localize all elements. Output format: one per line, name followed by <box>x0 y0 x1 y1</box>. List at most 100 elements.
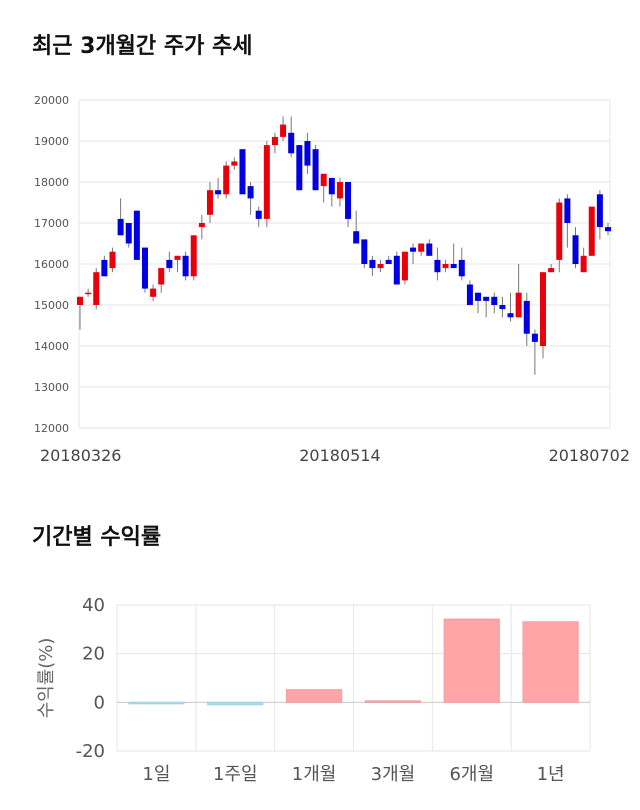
candle <box>182 251 189 281</box>
candle-body <box>328 177 335 195</box>
candle <box>442 259 449 273</box>
candle-body <box>280 124 287 137</box>
candle <box>499 296 506 318</box>
candle-body <box>605 227 611 232</box>
y-tick-label: 40 <box>82 595 105 616</box>
candle <box>426 239 433 256</box>
return-bar <box>364 700 422 703</box>
candle-body <box>150 288 157 297</box>
candle-body <box>206 190 213 215</box>
y-axis-label: 수익률(%) <box>36 638 57 719</box>
candle-body <box>223 165 230 195</box>
candle <box>507 292 514 322</box>
returns-title: 기간별 수익률 <box>32 525 162 550</box>
candle-body <box>255 210 262 219</box>
candle <box>458 247 465 281</box>
y-tick-label: 15000 <box>34 299 69 312</box>
candle <box>515 264 522 318</box>
candle-body <box>588 206 595 256</box>
candle <box>174 255 181 273</box>
candle-body <box>158 268 165 285</box>
candle-body <box>182 255 189 277</box>
candle-body <box>117 218 124 236</box>
candle <box>125 223 132 248</box>
candle <box>93 268 100 310</box>
y-tick-label: 18000 <box>34 176 69 189</box>
candle <box>369 255 376 277</box>
candle <box>605 223 611 236</box>
candle-body <box>93 272 100 305</box>
candle <box>198 214 205 240</box>
candle-body <box>296 145 303 191</box>
x-tick-label: 1년 <box>537 764 565 785</box>
x-tick-label: 20180514 <box>299 446 380 465</box>
candle <box>320 173 327 203</box>
candle-body <box>434 259 441 273</box>
candle-body <box>499 305 506 310</box>
candle-body <box>596 194 603 228</box>
candle <box>556 198 563 273</box>
candle-body <box>166 259 173 269</box>
candle-body <box>466 284 473 305</box>
y-tick-label: 16000 <box>34 258 69 271</box>
candle <box>312 145 319 191</box>
return-bar <box>443 618 500 703</box>
candle <box>247 182 254 215</box>
y-tick-label: 17000 <box>34 217 69 230</box>
x-tick-label: 1개월 <box>292 764 337 785</box>
candle-body <box>231 161 238 166</box>
candle-body <box>247 186 254 199</box>
candle <box>133 210 140 260</box>
candle <box>190 235 197 281</box>
candle-body <box>304 141 311 166</box>
candle-body <box>101 259 108 277</box>
candle-body <box>548 268 555 273</box>
candle <box>263 141 270 228</box>
candle-body <box>540 272 547 346</box>
y-tick-label: 20000 <box>34 94 69 107</box>
y-tick-label: 20 <box>82 644 105 665</box>
x-tick-label: 20180326 <box>40 446 121 465</box>
candle-body <box>85 292 92 295</box>
price-trend-title: 최근 3개월간 주가 추세 <box>32 34 253 59</box>
candle <box>141 247 148 293</box>
candle <box>296 145 303 191</box>
candle <box>531 329 538 375</box>
candlestick-chart: 20000 19000 18000 17000 16000 15000 14000 13000… <box>34 94 630 465</box>
x-tick-label: 3개월 <box>371 764 416 785</box>
candle <box>418 243 425 256</box>
candle <box>117 198 124 236</box>
candle <box>345 182 352 228</box>
candle <box>166 251 173 273</box>
candle <box>434 247 441 281</box>
candle-body <box>475 292 482 301</box>
candle <box>588 206 595 256</box>
candle <box>109 247 116 273</box>
x-tick-label: 20180702 <box>549 446 630 465</box>
return-bar <box>522 621 579 703</box>
candle <box>231 157 238 170</box>
candle <box>353 210 360 244</box>
candle <box>150 284 157 301</box>
candle-body <box>401 251 408 281</box>
candle <box>271 132 278 154</box>
return-bar <box>207 701 264 706</box>
candle <box>572 227 579 269</box>
return-bar <box>285 689 343 703</box>
candle <box>548 264 555 273</box>
candle <box>491 292 498 314</box>
candle-body <box>353 231 360 244</box>
candle <box>580 247 587 273</box>
candle-body <box>361 239 368 264</box>
candle-body <box>125 223 132 244</box>
candle-body <box>320 173 327 187</box>
candle <box>255 206 262 228</box>
candle <box>328 177 335 207</box>
candle-body <box>133 210 140 260</box>
candle <box>223 161 230 199</box>
candle-body <box>556 202 563 260</box>
candle <box>377 259 384 273</box>
y-tick-label: 14000 <box>34 340 69 353</box>
y-tick-label: 0 <box>94 692 105 713</box>
candle <box>336 177 343 207</box>
